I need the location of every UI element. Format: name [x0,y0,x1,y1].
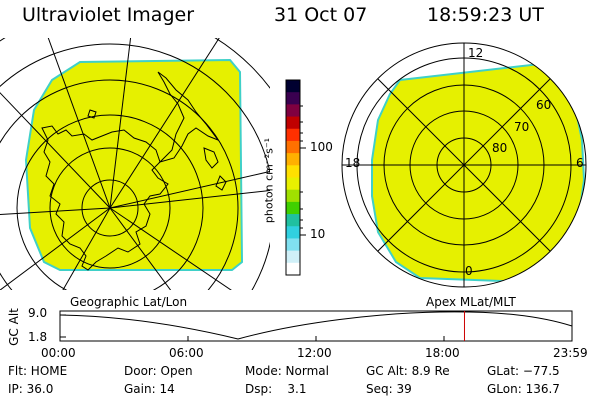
colorbar-segment [286,153,300,166]
colorbar-segment [286,116,300,130]
altitude-xtick-0: 00:00 [41,346,76,360]
colorbar-segment [286,226,300,239]
status-mode: Mode: Normal [245,364,329,378]
status-dsp: Dsp: 3.1 [245,382,307,396]
mlt-label-0: 0 [465,264,473,278]
status-glat: GLat: −77.5 [487,364,560,378]
colorbar-tick-10: 10 [310,227,326,241]
mlt-label-18: 18 [345,156,361,170]
colorbar-unit-label: photon cm⁻²s⁻¹ [262,137,276,224]
apex-map [341,42,587,288]
colorbar-segment [286,238,300,252]
altitude-xtick-1: 06:00 [169,346,204,360]
colorbar-segment [286,262,300,276]
instrument-title: Ultraviolet Imager [22,4,195,26]
altitude-xtick-3: 18:00 [425,346,460,360]
colorbar-segment [286,92,300,105]
altitude-yticks [60,314,66,338]
mlt-label-12: 12 [468,46,484,60]
lon-lines [0,38,270,290]
status-gain: Gain: 14 [124,382,175,396]
colorbar-segment [286,250,300,264]
colorbar-segment [286,80,300,93]
mlt-label-6: 6 [576,156,584,170]
status-door: Door: Open [124,364,193,378]
altitude-xticks [59,336,573,341]
status-gc-alt: GC Alt: 8.9 Re [366,364,450,378]
altitude-ylabel: GC Alt [7,308,21,346]
coastline-islands [87,109,227,191]
altitude-curve [59,311,573,340]
colorbar-segment [286,189,300,203]
colorbar-segment [286,177,300,191]
right-map-label: Apex MLat/MLT [426,295,516,309]
mlat-label-60: 60 [536,98,552,112]
left-map-label: Geographic Lat/Lon [70,295,188,309]
status-glon: GLon: 136.7 [487,382,560,396]
colorbar-segment [286,104,300,118]
status-ip: IP: 36.0 [8,382,54,396]
colorbar-segment [286,140,300,154]
colorbar-tick-100: 100 [310,140,333,154]
altitude-xtick-4: 23:59 [553,346,588,360]
altitude-ytick-1.8: 1.8 [28,330,48,344]
colorbar-segment [286,128,300,142]
date-label: 31 Oct 07 [274,4,368,26]
colorbar-segment [286,165,300,178]
colorbar [285,79,301,276]
mlat-label-70: 70 [514,120,530,134]
altitude-ytick-9: 9.0 [28,306,48,320]
mlat-label-80: 80 [492,141,508,155]
coastline-peninsula [157,71,220,164]
geographic-map [0,38,270,290]
left-image-region [24,58,244,271]
altitude-plot [59,310,573,342]
altitude-xtick-2: 12:00 [297,346,332,360]
colorbar-segment [286,201,300,215]
colorbar-segment [286,214,300,227]
status-flight: Flt: HOME [8,364,68,378]
mlt-lines [342,43,586,287]
colorbar-ticks [300,105,306,236]
time-label: 18:59:23 UT [427,4,544,26]
lat-circles [0,38,270,290]
status-seq: Seq: 39 [366,382,412,396]
coastline [41,125,169,271]
colorbar-border [285,79,301,276]
